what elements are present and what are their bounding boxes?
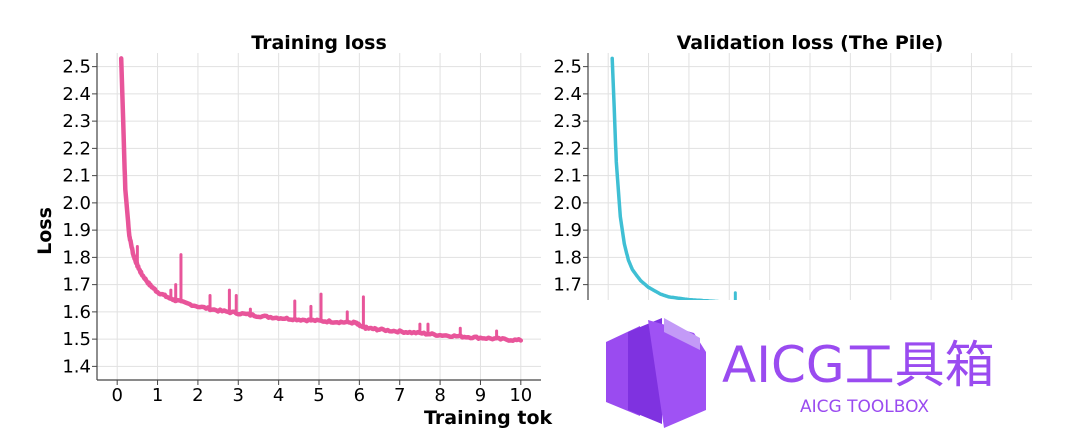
y-axis-label: Loss: [34, 207, 56, 255]
validation-y-tick-label: 2.2: [553, 138, 582, 159]
validation-loss-line: [610, 56, 732, 305]
validation-y-tick-label: 1.7: [553, 275, 582, 296]
training-x-tick-label: 4: [273, 385, 284, 406]
validation-series-group: [610, 56, 737, 305]
training-y-tick-label: 1.8: [62, 247, 91, 268]
training-series-group: [118, 56, 524, 343]
training-x-ticks: 0 1 2 3 4 5 6 7 8 9 10: [111, 380, 532, 406]
training-y-tick-label: 1.7: [62, 275, 91, 296]
training-x-tick-label: 10: [509, 385, 532, 406]
training-y-tick-label: 1.5: [62, 329, 91, 350]
training-y-tick-label: 1.9: [62, 220, 91, 241]
training-x-tick-label: 7: [394, 385, 405, 406]
validation-y-tick-label: 2.1: [553, 166, 582, 187]
training-y-tick-label: 2.2: [62, 138, 91, 159]
training-loss-chart: 1.4 1.5 1.6 1.7 1.8 1.9 2.0 2.1 2.2 2.3 2.4 2.5 0 1 2…: [34, 32, 552, 429]
training-y-tick-label: 2.0: [62, 193, 91, 214]
training-x-tick-label: 3: [233, 385, 244, 406]
training-y-tick-label: 1.4: [62, 356, 91, 377]
training-x-tick-label: 5: [313, 385, 324, 406]
validation-chart-title: Validation loss (The Pile): [677, 32, 944, 54]
validation-y-tick-label: 2.4: [553, 84, 582, 105]
validation-y-tick-label: 2.3: [553, 111, 582, 132]
training-x-tick-label: 2: [192, 385, 203, 406]
x-axis-label: Training tok: [424, 407, 552, 429]
validation-y-tick-label: 2.5: [553, 57, 582, 78]
validation-y-tick-label: 2.0: [553, 193, 582, 214]
validation-y-tick-label: 1.8: [553, 247, 582, 268]
training-x-tick-label: 1: [152, 385, 163, 406]
training-y-tick-label: 2.1: [62, 166, 91, 187]
training-y-tick-label: 2.4: [62, 84, 91, 105]
training-x-tick-label: 8: [434, 385, 445, 406]
training-grid: [97, 53, 541, 380]
watermark-title: AICG工具箱: [722, 336, 995, 394]
validation-y-tick-label: 1.9: [553, 220, 582, 241]
watermark-subtitle: AICG TOOLBOX: [800, 397, 929, 417]
training-x-tick-label: 9: [475, 385, 486, 406]
watermark-overlay: AICG工具箱 AICG TOOLBOX: [563, 300, 1080, 438]
training-x-tick-label: 6: [354, 385, 365, 406]
training-y-ticks: 1.4 1.5 1.6 1.7 1.8 1.9 2.0 2.1 2.2 2.3 2.4 2.5: [62, 57, 97, 377]
aicg-logo-icon: [606, 318, 706, 428]
training-y-tick-label: 1.6: [62, 302, 91, 323]
validation-loss-chart: 1111.71.81.92.02.12.22.32.42.5 Validatio…: [553, 32, 1032, 381]
training-y-tick-label: 2.3: [62, 111, 91, 132]
training-y-tick-label: 2.5: [62, 57, 91, 78]
training-x-tick-label: 0: [111, 385, 122, 406]
training-chart-title: Training loss: [251, 32, 387, 54]
